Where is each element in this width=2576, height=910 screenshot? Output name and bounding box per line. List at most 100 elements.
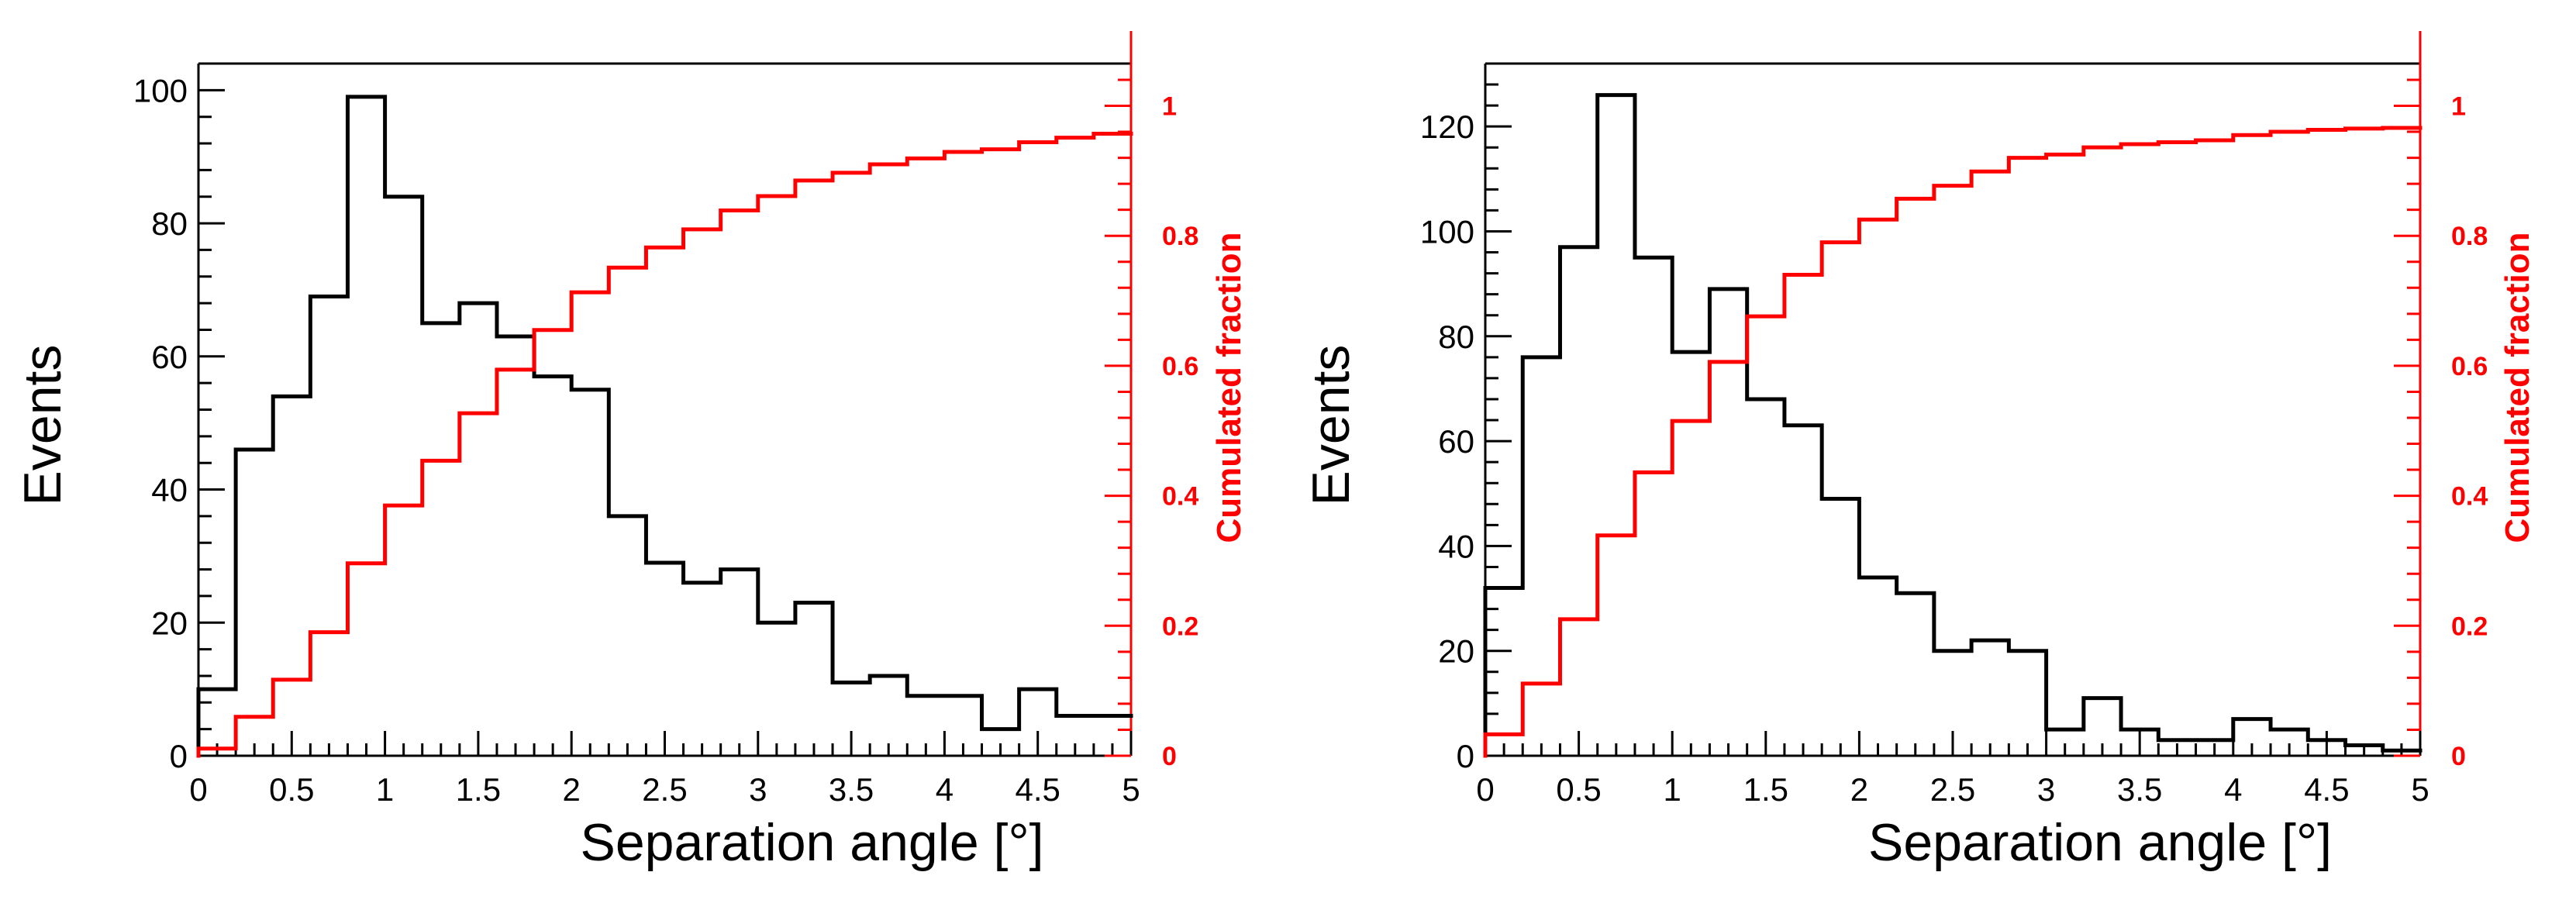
right-tick-label: 0 xyxy=(2451,742,2466,771)
y-axis-title: Events xyxy=(1302,345,1360,506)
cumulated-bin xyxy=(2271,132,2308,756)
right-tick-label: 0.2 xyxy=(2451,612,2488,641)
x-tick-label: 4 xyxy=(936,771,953,808)
right-tick-label: 0 xyxy=(1162,742,1177,771)
x-axis-title: Separation angle [°] xyxy=(1868,813,2332,872)
cumulated-bin xyxy=(460,413,497,756)
y-tick-label: 100 xyxy=(1420,213,1474,250)
events-bin xyxy=(1485,588,1522,756)
cumulated-bin xyxy=(2308,130,2345,756)
x-tick-label: 1 xyxy=(376,771,394,808)
cumulated-bin xyxy=(1019,142,1057,756)
cumulated-bin xyxy=(907,158,944,756)
cumulated-bin xyxy=(870,164,907,756)
cumulated-bin xyxy=(2121,144,2158,756)
y-tick-label: 80 xyxy=(1438,319,1474,355)
x-tick-label: 0 xyxy=(1476,771,1494,808)
series-step-line xyxy=(196,132,1133,758)
cumulated-bin xyxy=(1635,472,1672,756)
x-tick-label: 5 xyxy=(2411,771,2429,808)
y-tick-label: 120 xyxy=(1420,109,1474,145)
cumulated-bin xyxy=(982,150,1019,756)
series-cumulated-fraction xyxy=(196,132,1133,758)
cumulated-bin xyxy=(1598,536,1635,756)
cumulated-bin xyxy=(534,330,571,756)
cumulated-bin xyxy=(497,370,534,756)
cumulated-bin xyxy=(2346,129,2383,756)
cumulated-bin xyxy=(646,247,683,756)
chart-panel-right: 0 0.5 1 1.5 2 2.5 3 3.5 4 4.5 502040608010012000.2… xyxy=(1302,31,2536,872)
cumulated-bin xyxy=(1672,421,1709,756)
x-tick-label: 3.5 xyxy=(2117,771,2162,808)
y-tick-label: 0 xyxy=(1457,738,1474,774)
x-tick-label: 2 xyxy=(1850,771,1868,808)
cumulated-bin xyxy=(2084,147,2121,756)
cumulated-bin xyxy=(2233,135,2271,756)
x-tick-label: 3.5 xyxy=(829,771,874,808)
cumulated-bin xyxy=(422,460,460,756)
cumulated-bin xyxy=(1822,243,1859,756)
cumulated-bin xyxy=(1747,316,1785,756)
x-tick-label: 3 xyxy=(749,771,767,808)
cumulated-bin xyxy=(273,680,310,756)
right-tick-label: 0.2 xyxy=(1162,612,1198,641)
y-tick-label: 40 xyxy=(1438,528,1474,564)
x-tick-label: 5 xyxy=(1122,771,1140,808)
cumulated-bin xyxy=(758,196,795,756)
cumulated-bin xyxy=(198,749,236,756)
x-tick-label: 3 xyxy=(2037,771,2055,808)
cumulated-bin xyxy=(310,633,347,756)
chart-panel-left: 0 0.5 1 1.5 2 2.5 3 3.5 4 4.5 502040608010000.20.4… xyxy=(13,31,1248,872)
right-tick-label: 0.8 xyxy=(1162,222,1198,251)
y-tick-label: 20 xyxy=(151,605,188,641)
y-tick-label: 60 xyxy=(1438,423,1474,460)
x-tick-label: 0.5 xyxy=(1556,771,1601,808)
y-axis-title: Events xyxy=(13,345,72,506)
right-tick-label: 0.4 xyxy=(1162,482,1198,512)
right-tick-label: 1 xyxy=(2451,92,2466,122)
cumulated-bin xyxy=(1971,171,2009,756)
y-tick-label: 40 xyxy=(151,472,188,508)
x-tick-label: 4 xyxy=(2224,771,2242,808)
y-tick-label: 20 xyxy=(1438,633,1474,670)
right-axis-title: Cumulated fraction xyxy=(1210,233,1248,543)
cumulated-bin xyxy=(2196,140,2233,756)
series-step-line xyxy=(196,95,1133,758)
x-tick-label: 1.5 xyxy=(1743,771,1788,808)
y-tick-label: 100 xyxy=(133,72,188,109)
right-tick-label: 0.8 xyxy=(2451,222,2488,251)
x-tick-label: 0 xyxy=(189,771,207,808)
series-events xyxy=(1483,93,2423,758)
cumulated-bin xyxy=(347,564,385,756)
right-tick-label: 0.6 xyxy=(1162,352,1198,381)
right-tick-label: 0.6 xyxy=(2451,352,2488,381)
cumulated-bin xyxy=(1522,684,1560,756)
series-events xyxy=(196,95,1133,758)
x-axis-title: Separation angle [°] xyxy=(580,813,1043,872)
x-tick-label: 1 xyxy=(1664,771,1681,808)
cumulated-bin xyxy=(721,211,758,756)
right-tick-label: 0.4 xyxy=(2451,482,2488,512)
cumulated-bin xyxy=(1485,734,1522,756)
y-tick-label: 60 xyxy=(151,339,188,375)
cumulated-bin xyxy=(2009,158,2046,756)
cumulated-bin xyxy=(1560,619,1597,756)
cumulated-bin xyxy=(571,292,609,756)
right-tick-label: 1 xyxy=(1162,92,1177,122)
y-tick-label: 80 xyxy=(151,205,188,242)
cumulated-bin xyxy=(1094,134,1131,756)
x-tick-label: 2.5 xyxy=(1930,771,1975,808)
cumulated-bin xyxy=(609,267,646,756)
events-bin xyxy=(198,689,236,756)
x-tick-label: 4.5 xyxy=(1016,771,1060,808)
x-tick-label: 0.5 xyxy=(269,771,314,808)
cumulated-bin xyxy=(833,173,870,756)
series-step-line xyxy=(1483,93,2423,758)
x-tick-label: 2.5 xyxy=(642,771,687,808)
cumulated-bin xyxy=(1897,198,1934,756)
x-tick-label: 1.5 xyxy=(456,771,501,808)
x-tick-label: 4.5 xyxy=(2304,771,2349,808)
cumulated-bin xyxy=(2383,128,2420,756)
